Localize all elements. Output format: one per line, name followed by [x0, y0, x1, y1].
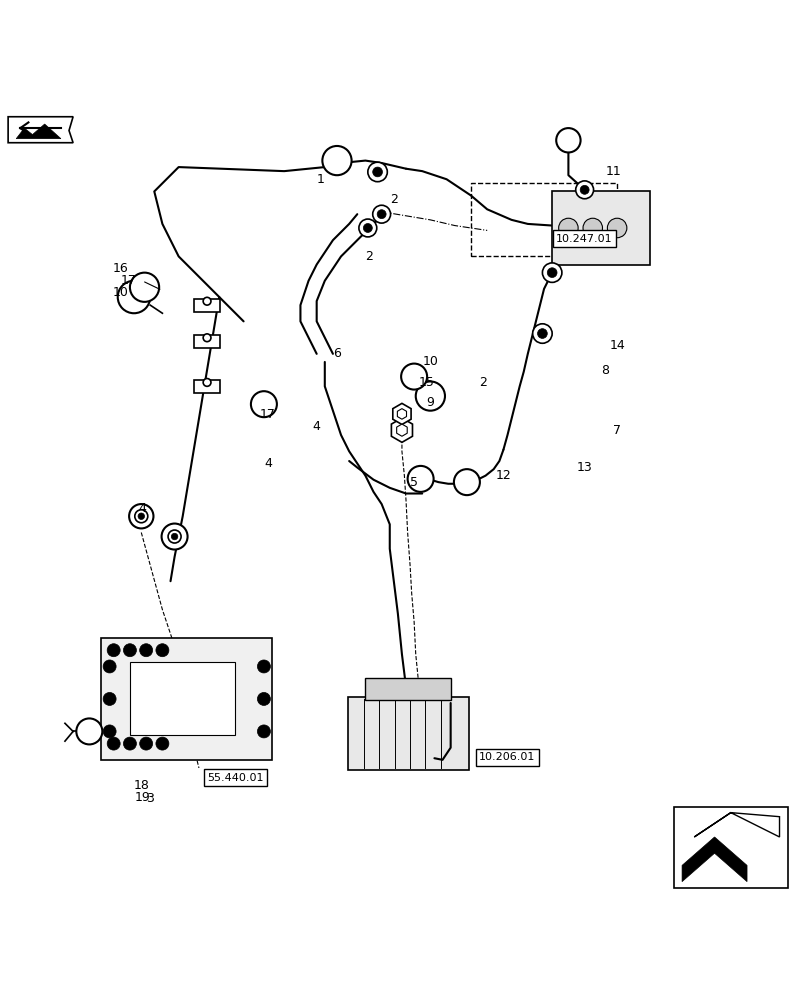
Circle shape: [367, 162, 387, 182]
Circle shape: [358, 219, 376, 237]
Circle shape: [107, 644, 120, 657]
Circle shape: [556, 128, 580, 152]
Circle shape: [257, 692, 270, 705]
Circle shape: [139, 644, 152, 657]
Text: 10.247.01: 10.247.01: [556, 234, 612, 244]
Text: 6: 6: [333, 347, 341, 360]
Circle shape: [257, 660, 270, 673]
Bar: [130, 662, 235, 735]
Polygon shape: [16, 124, 61, 139]
Circle shape: [415, 381, 444, 411]
Circle shape: [363, 224, 371, 232]
FancyBboxPatch shape: [101, 638, 272, 760]
Circle shape: [129, 504, 153, 528]
Bar: [194, 299, 220, 312]
Text: 10.206.01: 10.206.01: [478, 752, 535, 762]
Text: 15: 15: [418, 376, 434, 389]
Circle shape: [156, 737, 169, 750]
Circle shape: [103, 660, 116, 673]
Circle shape: [407, 466, 433, 492]
Circle shape: [156, 644, 169, 657]
Circle shape: [103, 692, 116, 705]
Text: 18: 18: [134, 779, 150, 792]
Circle shape: [168, 530, 181, 543]
FancyBboxPatch shape: [673, 807, 787, 888]
Circle shape: [372, 167, 382, 177]
Circle shape: [558, 218, 577, 238]
Polygon shape: [8, 117, 73, 143]
Text: 4: 4: [264, 457, 272, 470]
Circle shape: [547, 268, 556, 278]
Circle shape: [135, 510, 148, 523]
Text: 3: 3: [146, 792, 154, 805]
Circle shape: [401, 364, 427, 390]
Circle shape: [251, 391, 277, 417]
Circle shape: [123, 737, 136, 750]
Circle shape: [76, 718, 102, 744]
Circle shape: [579, 185, 588, 194]
Circle shape: [376, 210, 385, 219]
Bar: [194, 380, 220, 393]
Text: 2: 2: [478, 376, 487, 389]
Text: 17: 17: [120, 274, 136, 287]
Text: 11: 11: [604, 165, 620, 178]
Text: 17: 17: [260, 408, 276, 421]
Circle shape: [130, 273, 159, 302]
Circle shape: [138, 513, 144, 519]
Circle shape: [372, 205, 390, 223]
Circle shape: [322, 146, 351, 175]
Text: 1: 1: [316, 173, 324, 186]
Text: 4: 4: [138, 502, 146, 515]
Text: 14: 14: [608, 339, 624, 352]
Circle shape: [575, 181, 593, 199]
Polygon shape: [681, 837, 746, 882]
Text: 55.440.01: 55.440.01: [207, 773, 264, 783]
Circle shape: [453, 469, 479, 495]
Text: 10: 10: [422, 355, 438, 368]
Circle shape: [118, 281, 150, 313]
Circle shape: [537, 329, 547, 338]
Circle shape: [257, 725, 270, 738]
FancyBboxPatch shape: [364, 678, 451, 700]
FancyBboxPatch shape: [347, 697, 468, 770]
Text: 5: 5: [410, 476, 418, 489]
Text: 13: 13: [576, 461, 592, 474]
Text: 7: 7: [612, 424, 620, 437]
Circle shape: [203, 334, 211, 342]
Text: 4: 4: [312, 420, 320, 433]
Text: 19: 19: [134, 791, 150, 804]
Bar: [194, 335, 220, 348]
Circle shape: [107, 737, 120, 750]
Text: 10: 10: [112, 286, 128, 299]
Circle shape: [542, 263, 561, 282]
Circle shape: [203, 297, 211, 305]
Text: 2: 2: [365, 250, 373, 263]
Circle shape: [139, 737, 152, 750]
Circle shape: [582, 218, 602, 238]
Text: 2: 2: [389, 193, 397, 206]
FancyBboxPatch shape: [551, 191, 649, 265]
Circle shape: [123, 644, 136, 657]
Circle shape: [532, 324, 551, 343]
Circle shape: [171, 533, 178, 540]
Text: 12: 12: [495, 469, 511, 482]
Circle shape: [203, 379, 211, 386]
Text: 9: 9: [426, 396, 434, 409]
Circle shape: [607, 218, 626, 238]
Circle shape: [161, 524, 187, 550]
Text: 16: 16: [112, 262, 128, 275]
Circle shape: [103, 725, 116, 738]
Text: 8: 8: [600, 364, 608, 377]
